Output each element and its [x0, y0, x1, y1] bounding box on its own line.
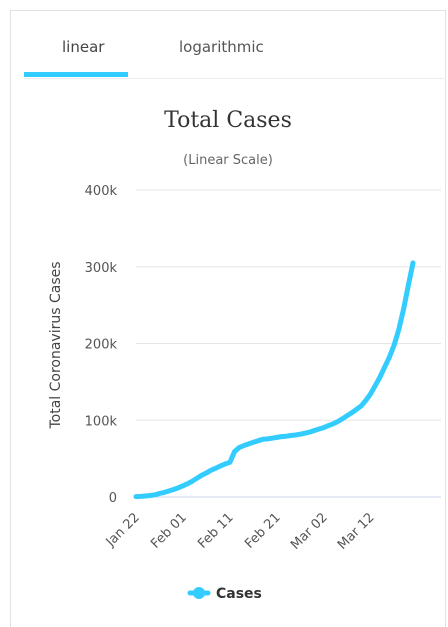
legend-marker — [193, 587, 205, 599]
x-axis-ticks: Jan 22 Feb 01 Feb 11 Feb 21 Mar 02 Mar 12 — [103, 510, 378, 553]
grid-lines — [136, 189, 441, 498]
y-tick-label: 300k — [85, 261, 118, 276]
series-group — [133, 260, 416, 500]
x-tick-label: Mar 12 — [335, 510, 378, 553]
tab-logarithmic[interactable]: logarithmic — [179, 38, 264, 56]
x-tick-label: Mar 02 — [288, 510, 331, 553]
chart-card — [10, 10, 446, 627]
legend[interactable]: Cases — [187, 586, 262, 602]
series-line-cases[interactable] — [133, 260, 416, 500]
x-tick-label: Feb 21 — [242, 510, 284, 552]
x-tick-label: Feb 01 — [148, 510, 190, 552]
x-tick-label: Jan 22 — [103, 510, 143, 550]
chart-title: Total Cases — [164, 108, 292, 133]
y-tick-label: 200k — [85, 338, 118, 353]
y-tick-label: 0 — [109, 491, 117, 506]
x-tick-label: Feb 11 — [195, 510, 237, 552]
y-axis-label: Total Coronavirus Cases — [48, 261, 64, 429]
y-tick-label: 400k — [85, 184, 118, 199]
legend-label-cases[interactable]: Cases — [216, 586, 262, 602]
y-tick-label: 100k — [85, 414, 118, 429]
active-tab-indicator — [24, 72, 128, 77]
tab-linear[interactable]: linear — [62, 38, 105, 56]
y-axis-ticks: 0 100k 200k 300k 400k — [85, 184, 118, 506]
chart-subtitle: (Linear Scale) — [183, 153, 273, 168]
scale-tabs: linear logarithmic — [24, 10, 444, 79]
